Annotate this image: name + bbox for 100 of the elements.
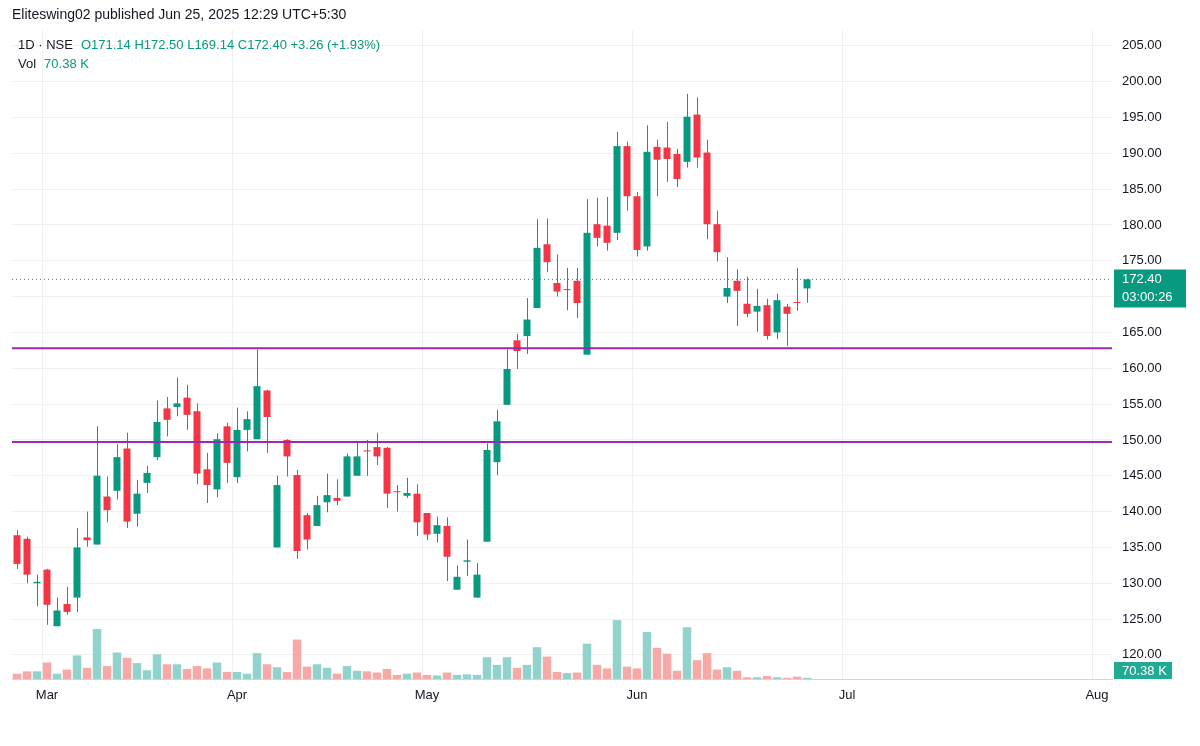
y-tick-label: 150.00 [1122,431,1162,447]
x-tick-label: May [414,687,440,703]
candlestick [523,297,531,355]
bar [122,657,132,679]
bar [142,670,152,679]
candlestick [463,539,471,577]
bar [162,664,172,679]
bar [392,674,402,679]
candlestick [173,377,181,417]
bar [732,670,742,679]
y-tick-label: 200.00 [1122,73,1162,89]
bar [302,666,312,679]
x-tick-label: Apr [226,687,248,703]
bar [422,674,432,679]
bar [672,670,682,679]
bar [522,664,532,679]
y-tick-label: 140.00 [1122,503,1162,519]
bar [642,631,652,679]
bar [712,669,722,679]
bar [592,664,602,679]
y-tick-label: 130.00 [1122,574,1162,590]
bar [102,666,112,679]
candlestick [333,478,341,506]
bar [42,662,52,679]
bar [22,671,32,679]
bar [552,671,562,679]
text: 1D · NSE [18,37,73,52]
candlestick [743,276,751,318]
bar [382,668,392,679]
text: 70.38 K [44,56,89,71]
candlestick [553,253,561,298]
bar [452,674,462,679]
candlestick [353,441,361,477]
bar [622,666,632,679]
bar [502,657,512,679]
bar [542,656,552,679]
candlestick [373,432,381,466]
y-tick-label: 125.00 [1122,610,1162,626]
bar [62,669,72,679]
bar [202,668,212,679]
candlestick [423,512,431,541]
y-tick-label: 155.00 [1122,395,1162,411]
candlestick [63,586,71,616]
bar [342,666,352,679]
candlestick [753,288,761,333]
candlestick [603,196,611,252]
candlestick [473,562,481,599]
x-tick-label: Aug [1085,687,1109,703]
bar [232,671,242,679]
bar [212,662,222,679]
ref-line-label: 172.40 [1122,270,1162,286]
x-tick-label: Jun [626,687,648,703]
bar [722,667,732,679]
y-tick-label: 195.00 [1122,109,1162,125]
bar [352,670,362,679]
bar [662,653,672,679]
candlestick [363,439,371,477]
bar [132,663,142,679]
candlestick [733,268,741,327]
bar [252,653,262,679]
bar [532,647,542,679]
y-tick-label: 145.00 [1122,467,1162,483]
bar [612,620,622,679]
bar [512,667,522,679]
candlestick [103,475,111,523]
bar [492,664,502,679]
x-tick-label: Mar [35,687,59,703]
y-tick-label: 120.00 [1122,646,1162,662]
candlestick [663,121,671,183]
candlestick [593,197,601,247]
y-tick-label: 160.00 [1122,359,1162,375]
candlestick [453,564,461,591]
candlestick [793,267,801,312]
bar [692,660,702,679]
bar [82,667,92,679]
bar [292,639,302,679]
bar [192,666,202,679]
bar [582,643,592,679]
candlestick [203,452,211,504]
bar [112,652,122,679]
candlestick [653,139,661,197]
bar [762,676,772,679]
bar [72,655,82,679]
y-tick-label: 165.00 [1122,324,1162,339]
bar [432,675,442,679]
candlestick [143,465,151,494]
candlestick [433,516,441,543]
y-tick-label: 135.00 [1122,539,1162,554]
bar [362,671,372,679]
bar [682,627,692,679]
bar [182,668,192,679]
bar [282,671,292,679]
candlestick [323,473,331,513]
y-tick-label: 205.00 [1122,37,1162,53]
y-tick-label: 185.00 [1122,180,1162,196]
bar [462,674,472,679]
bar [92,628,102,679]
bar [172,664,182,679]
bar [652,647,662,679]
bar [702,653,712,679]
